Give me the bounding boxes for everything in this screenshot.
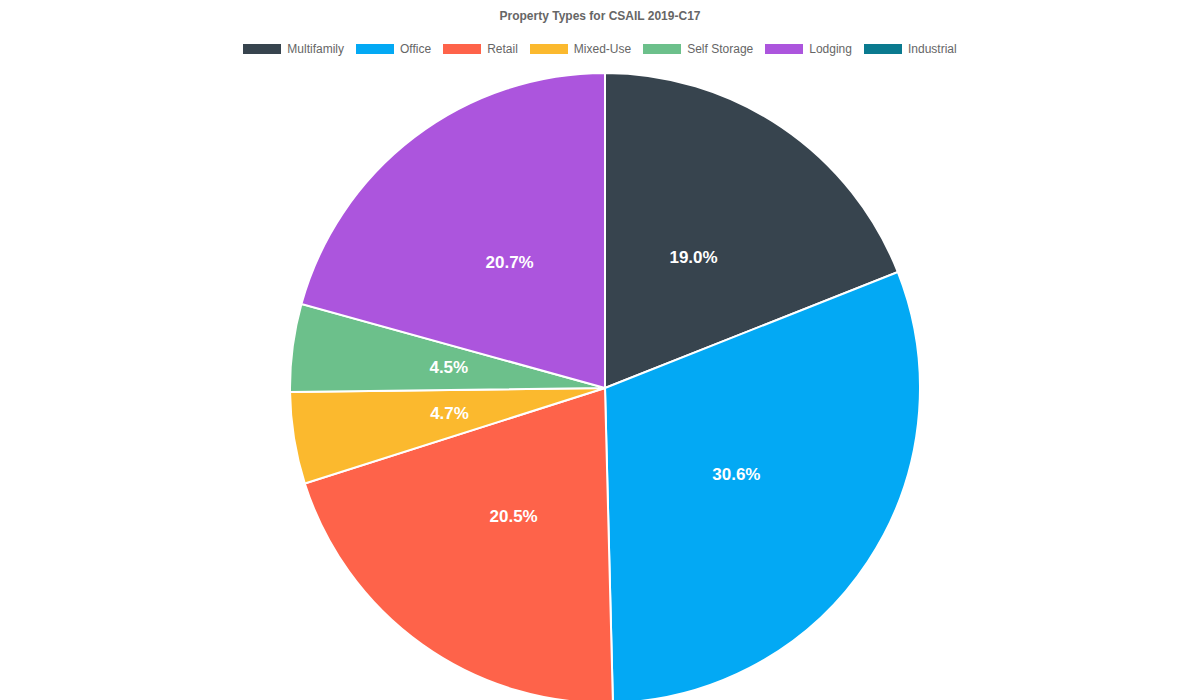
html-text:Retail: Retail: [487, 42, 518, 56]
svg-text:4.5%: 4.5%: [429, 358, 468, 377]
html-text:Industrial: Industrial: [908, 42, 957, 56]
svg-text:20.7%: 20.7%: [486, 253, 534, 272]
svg-text:30.6%: 30.6%: [712, 465, 760, 484]
html-text:Office: Office: [400, 42, 432, 56]
html-text:Property Types for CSAIL 2019-: Property Types for CSAIL 2019-C17: [499, 9, 701, 23]
svg-text:20.5%: 20.5%: [490, 507, 538, 526]
html-text:Self Storage: Self Storage: [687, 42, 754, 56]
html-text:Mixed-Use: Mixed-Use: [573, 42, 632, 56]
svg-text:4.7%: 4.7%: [430, 404, 469, 423]
svg-text:19.0%: 19.0%: [669, 248, 717, 267]
html-text:Lodging: Lodging: [809, 42, 852, 56]
html-text:Multifamily: Multifamily: [287, 42, 344, 56]
